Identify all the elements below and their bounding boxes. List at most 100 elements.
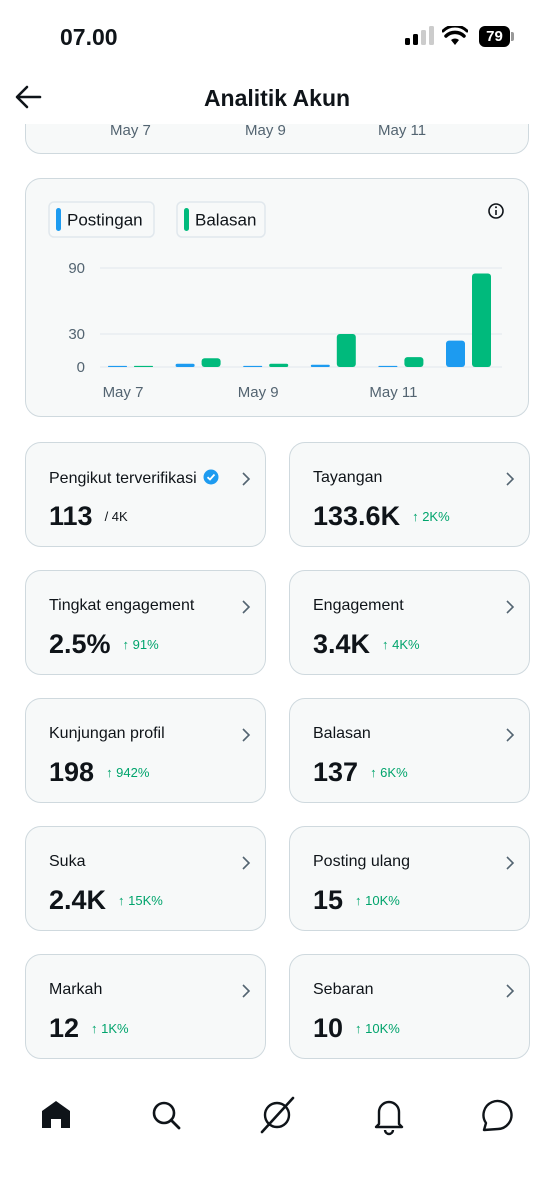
stat-card[interactable]: Markah 12 ↑ 1K%	[25, 954, 266, 1059]
stat-label: Sebaran	[313, 981, 374, 999]
stat-card[interactable]: Sebaran 10 ↑ 10K%	[289, 954, 530, 1059]
bar	[108, 365, 127, 367]
status-time: 07.00	[60, 24, 118, 50]
stat-change: ↑ 2K%	[412, 509, 450, 524]
back-button[interactable]	[14, 84, 42, 110]
legend-box	[176, 201, 266, 238]
nav-home[interactable]	[42, 1101, 70, 1128]
stat-value-text: 198	[49, 757, 95, 787]
x-label: May 7	[110, 122, 151, 139]
stat-change: ↑ 942%	[106, 765, 150, 780]
info-icon[interactable]	[488, 203, 504, 219]
stat-change: ↑ 10K%	[355, 1021, 400, 1036]
nav-grok[interactable]	[260, 1096, 295, 1134]
stat-card[interactable]: Engagement 3.4K ↑ 4K%	[289, 570, 530, 675]
stat-card[interactable]: Pengikut terverifikasi 113 / 4K	[25, 442, 266, 547]
bottom-nav	[42, 1096, 513, 1136]
stat-label: Kunjungan profil	[49, 725, 165, 743]
stat-value: 198 ↑ 942%	[49, 757, 149, 788]
legend-swatch	[184, 208, 189, 231]
stat-value-text: 137	[313, 757, 359, 787]
chevron	[242, 984, 251, 998]
stat-value-text: 15	[313, 885, 344, 915]
stat-label-text: Suka	[49, 853, 86, 870]
stat-value-text: 3.4K	[313, 629, 371, 659]
wifi-icon	[442, 26, 468, 45]
stat-value-text: 2.4K	[49, 885, 107, 915]
bar	[378, 365, 398, 367]
stat-card[interactable]: Tingkat engagement 2.5% ↑ 91%	[25, 570, 266, 675]
stat-label: Tayangan	[313, 469, 382, 487]
bar	[336, 334, 356, 367]
bar	[446, 340, 465, 367]
stat-label-text: Markah	[49, 981, 103, 998]
stat-card[interactable]: Balasan 137 ↑ 6K%	[289, 698, 530, 803]
stat-label: Pengikut terverifikasi	[49, 469, 219, 488]
stat-label-text: Pengikut terverifikasi	[49, 470, 197, 487]
chevron	[242, 472, 251, 486]
stat-change: ↑ 91%	[122, 637, 159, 652]
x-tick-label: May 11	[369, 384, 417, 401]
chevron	[242, 856, 251, 870]
bar	[269, 363, 289, 367]
stat-label: Balasan	[313, 725, 371, 743]
stat-change: ↑ 10K%	[355, 893, 400, 908]
chevron	[506, 472, 515, 486]
stat-change: ↑ 15K%	[118, 893, 163, 908]
stat-label-text: Sebaran	[313, 981, 374, 998]
stat-value-text: 113	[49, 501, 93, 531]
stat-label-text: Kunjungan profil	[49, 725, 165, 742]
bar	[472, 273, 491, 367]
stat-card[interactable]: Tayangan 133.6K ↑ 2K%	[289, 442, 530, 547]
nav-search[interactable]	[152, 1101, 181, 1130]
stat-card[interactable]: Suka 2.4K ↑ 15K%	[25, 826, 266, 931]
stat-value: 113 / 4K	[49, 501, 128, 532]
stat-label-text: Balasan	[313, 725, 371, 742]
chevron	[242, 728, 251, 742]
stat-label: Markah	[49, 981, 102, 999]
stat-value: 3.4K ↑ 4K%	[313, 629, 420, 660]
stat-total: / 4K	[104, 509, 128, 524]
top-bar: 07.00 79 Analitik Akun	[0, 0, 554, 124]
x-tick-label: May 7	[103, 384, 144, 401]
legend-label: Postingan	[67, 211, 143, 230]
stat-value-text: 2.5%	[49, 629, 111, 659]
stat-value: 2.5% ↑ 91%	[49, 629, 159, 660]
signal-icon	[405, 26, 434, 45]
info-icon-dot	[495, 206, 497, 209]
stat-change: ↑ 4K%	[382, 637, 420, 652]
x-label: May 9	[245, 122, 286, 139]
chevron	[506, 728, 515, 742]
chevron	[506, 856, 515, 870]
stat-value: 12 ↑ 1K%	[49, 1013, 129, 1044]
chart: Postingan Balasan 0 30 90 May 7 May 9 May 11	[48, 201, 504, 401]
stat-change: ↑ 6K%	[370, 765, 408, 780]
stat-card[interactable]: Kunjungan profil 198 ↑ 942%	[25, 698, 266, 803]
chevron	[242, 600, 251, 614]
stat-value: 2.4K ↑ 15K%	[49, 885, 163, 916]
y-tick-label: 90	[68, 260, 85, 277]
stat-value-text: 10	[313, 1013, 344, 1043]
stat-label-text: Tingkat engagement	[49, 597, 195, 614]
stat-value-text: 12	[49, 1013, 80, 1043]
bar	[404, 357, 424, 367]
stat-value: 137 ↑ 6K%	[313, 757, 408, 788]
battery: 79	[479, 26, 510, 47]
nav-notifications[interactable]	[374, 1100, 404, 1136]
legend-label: Balasan	[195, 211, 256, 230]
stat-label: Tingkat engagement	[49, 597, 194, 615]
nav-messages[interactable]	[482, 1099, 513, 1132]
stat-label: Suka	[49, 853, 85, 871]
bar	[134, 365, 153, 367]
stat-value-text: 133.6K	[313, 501, 401, 531]
stat-card[interactable]: Posting ulang 15 ↑ 10K%	[289, 826, 530, 931]
stat-label-text: Posting ulang	[313, 853, 410, 870]
stat-value: 10 ↑ 10K%	[313, 1013, 400, 1044]
bar	[201, 358, 221, 367]
y-tick-label: 30	[68, 326, 85, 343]
legend-box	[48, 201, 155, 238]
bar	[243, 365, 263, 367]
battery-tip	[511, 32, 514, 41]
chevron	[506, 984, 515, 998]
